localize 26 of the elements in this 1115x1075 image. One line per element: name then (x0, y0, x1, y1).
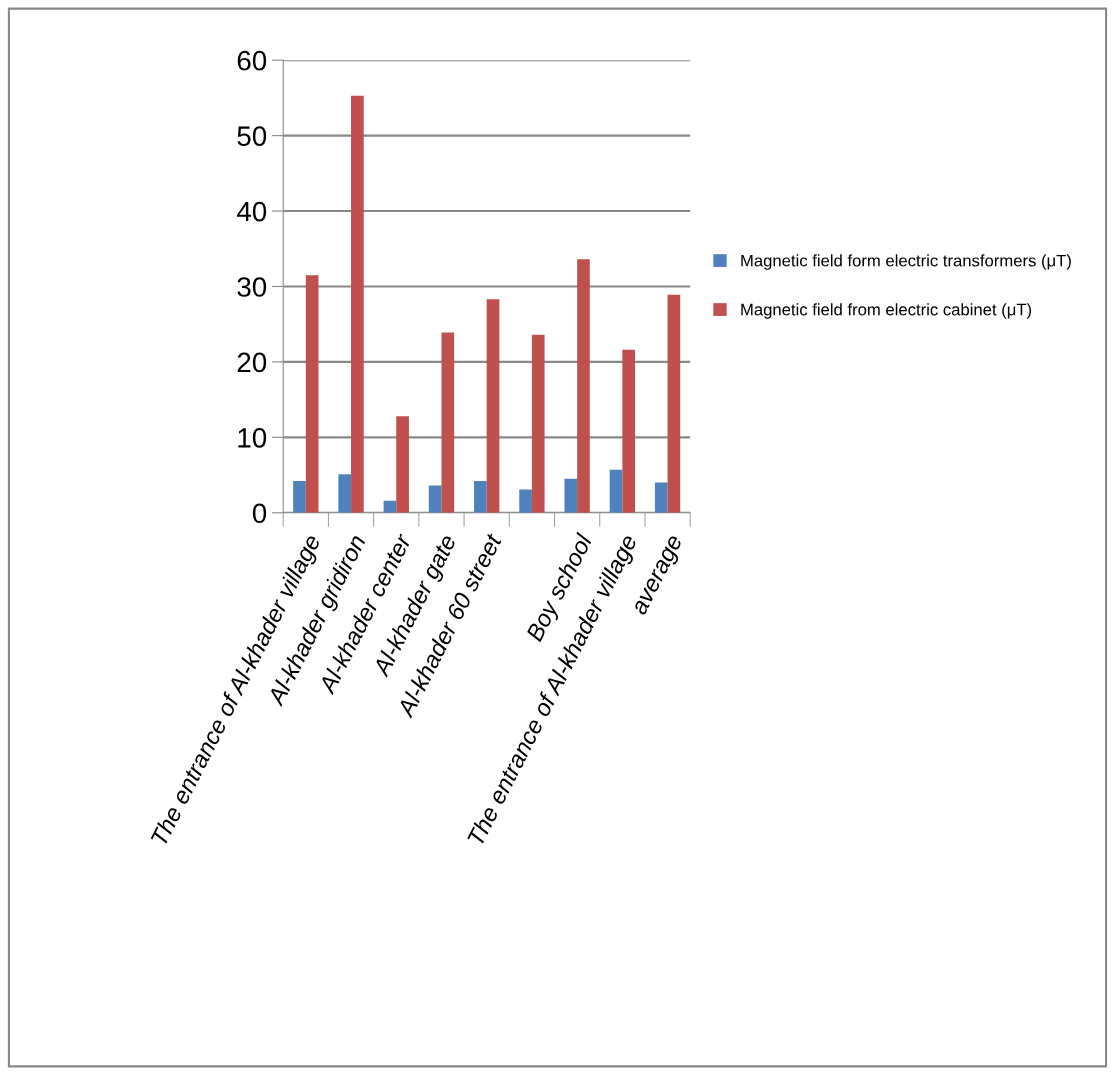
bar (531, 334, 545, 513)
bar (622, 349, 636, 513)
y-tick-label: 40 (236, 201, 267, 222)
bar (564, 478, 578, 513)
bar (441, 332, 455, 513)
bar (577, 259, 590, 513)
bar (351, 95, 364, 513)
y-tick-label: 20 (237, 352, 267, 373)
y-tick-label: 0 (252, 503, 267, 524)
y-tick-label: 10 (238, 428, 267, 448)
y-tick-label: 50 (237, 126, 267, 146)
bar (667, 294, 681, 513)
bar (486, 299, 500, 513)
legend-label: Magnetic field from electric cabinet (μT) (741, 303, 1032, 319)
bar (428, 485, 442, 513)
bar (305, 275, 319, 513)
bar (293, 481, 306, 513)
bar (396, 416, 409, 513)
bar (474, 481, 487, 513)
bar (654, 482, 668, 513)
y-tick-label: 30 (237, 277, 267, 297)
bar (338, 474, 352, 513)
legend-label: Magnetic field form electric transformers (μT) (741, 254, 1071, 270)
y-tick-label: 60 (237, 50, 267, 71)
bar (609, 469, 623, 513)
bar (519, 489, 532, 513)
